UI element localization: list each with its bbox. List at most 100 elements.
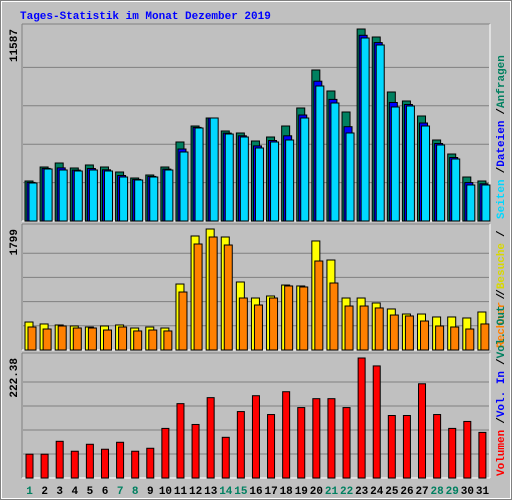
- x-tick-label: 24: [370, 486, 384, 498]
- x-tick-label: 1: [26, 486, 33, 498]
- x-tick-label: 2: [41, 486, 48, 498]
- bar: [28, 182, 38, 222]
- x-tick-label: 26: [400, 486, 413, 498]
- bar: [27, 326, 37, 351]
- bar: [72, 327, 82, 351]
- bar: [161, 427, 170, 479]
- legend-entry: Volumen: [496, 430, 508, 476]
- x-tick-label: 23: [355, 486, 369, 498]
- legend: Seiten/Dateien/Anfragen: [496, 55, 508, 219]
- bar: [282, 391, 291, 479]
- bar: [133, 330, 143, 351]
- bar: [329, 282, 339, 351]
- legend-entry: Dateien: [496, 121, 508, 167]
- bar: [387, 415, 396, 479]
- bar: [390, 106, 400, 222]
- bar: [254, 147, 264, 222]
- bar: [163, 330, 173, 351]
- x-tick-label: 10: [159, 486, 172, 498]
- bar: [267, 414, 276, 479]
- bar: [119, 176, 129, 222]
- bar: [116, 441, 125, 479]
- bar: [418, 383, 427, 479]
- bar: [269, 297, 279, 351]
- bar: [450, 326, 460, 351]
- bar: [253, 304, 263, 351]
- bar: [297, 407, 306, 479]
- bar: [300, 117, 310, 222]
- legend-separator: /: [496, 108, 508, 115]
- bar: [342, 407, 351, 479]
- bar: [451, 158, 461, 222]
- bar: [285, 139, 295, 222]
- x-tick-label: 27: [415, 486, 428, 498]
- bar: [73, 170, 83, 222]
- bar: [164, 169, 174, 222]
- x-tick-label: 14: [219, 486, 233, 498]
- bar: [223, 244, 233, 351]
- bar: [224, 133, 234, 222]
- chart-title: Tages-Statistik im Monat Dezember 2019: [20, 11, 271, 23]
- bar: [420, 320, 430, 351]
- bar: [193, 243, 203, 351]
- bar: [88, 169, 98, 222]
- bar: [40, 453, 49, 479]
- x-tick-label: 21: [325, 486, 339, 498]
- bar: [176, 403, 185, 479]
- legend-separator: /: [496, 230, 508, 237]
- x-tick-label: 20: [310, 486, 323, 498]
- bar: [480, 323, 490, 351]
- bar: [221, 436, 230, 479]
- bar: [372, 365, 381, 479]
- bar: [131, 450, 140, 479]
- legend-separator: /: [496, 293, 508, 300]
- bar: [421, 125, 431, 222]
- x-tick-label: 22: [340, 486, 353, 498]
- x-tick-label: 18: [280, 486, 294, 498]
- bar: [330, 102, 340, 222]
- x-tick-label: 28: [431, 486, 445, 498]
- bar: [448, 427, 457, 479]
- bar: [270, 141, 280, 222]
- y-tick-label: 11587: [9, 29, 21, 62]
- legend-entry: Besuche: [496, 243, 508, 290]
- x-tick-label: 15: [234, 486, 248, 498]
- x-tick-label: 11: [174, 486, 188, 498]
- bar: [206, 397, 215, 479]
- x-tick-label: 8: [132, 486, 139, 498]
- bar: [284, 285, 294, 351]
- x-tick-label: 30: [461, 486, 474, 498]
- legend-entry: Vol. In: [496, 371, 508, 417]
- bar: [314, 260, 324, 351]
- x-tick-label: 29: [446, 486, 459, 498]
- bar: [433, 414, 442, 479]
- bar: [118, 326, 128, 351]
- bar: [375, 44, 385, 222]
- bar: [360, 37, 370, 222]
- legend-separator: /: [496, 289, 508, 296]
- x-tick-label: 17: [264, 486, 277, 498]
- bar: [359, 305, 369, 351]
- x-tick-label: 13: [204, 486, 218, 498]
- bar: [146, 447, 155, 479]
- bar: [42, 328, 52, 351]
- bar: [404, 315, 414, 351]
- x-tick-label: 6: [102, 486, 109, 498]
- legend-entry: Rechner: [496, 302, 508, 348]
- legend-entry: Vol. Out: [496, 306, 508, 359]
- bar: [179, 151, 189, 222]
- bar: [238, 297, 248, 351]
- bar: [148, 329, 158, 351]
- bar: [209, 117, 219, 222]
- bar: [357, 357, 366, 479]
- bar: [102, 329, 112, 351]
- legend-separator: /: [496, 166, 508, 173]
- bar: [327, 398, 336, 479]
- bar: [236, 411, 245, 479]
- bar: [251, 395, 260, 479]
- bar: [299, 286, 309, 351]
- x-tick-label: 7: [117, 486, 124, 498]
- bar: [239, 136, 249, 222]
- bar: [344, 305, 354, 351]
